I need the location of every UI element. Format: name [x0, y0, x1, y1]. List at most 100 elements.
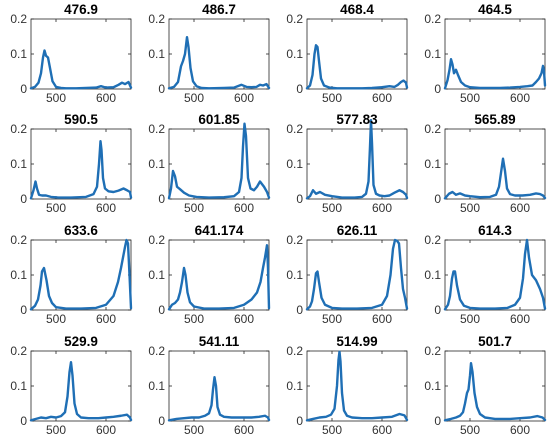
y-tick-label: 0.2: [10, 344, 27, 358]
subplot-8: 500 600 0 0.1 0.2 565.89: [424, 112, 547, 215]
x-tick-label: 600: [372, 201, 392, 215]
spectrum-line: [443, 58, 547, 90]
y-tick-label: 0.1: [424, 157, 441, 171]
x-tick-label: 500: [322, 91, 342, 105]
subplot-title: 577.83: [336, 112, 378, 127]
y-tick-label: 0.2: [148, 233, 165, 247]
y-tick-label: 0.1: [424, 379, 441, 393]
x-tick-label: 600: [372, 423, 392, 437]
x-tick-label: 600: [372, 91, 392, 105]
spectrum-line: [29, 361, 133, 422]
x-tick-label: 500: [322, 423, 342, 437]
y-tick-label: 0.2: [424, 233, 441, 247]
x-tick-label: 500: [46, 423, 66, 437]
subplot-16: 500 600 0 0.1 0.2 501.7: [424, 334, 547, 437]
subplot-title: 541.11: [199, 334, 240, 349]
y-tick-label: 0.1: [286, 157, 303, 171]
y-tick-label: 0.2: [10, 12, 27, 26]
x-tick-label: 500: [460, 312, 480, 326]
axes-frame: [30, 128, 132, 200]
subplot-title: 514.99: [336, 334, 377, 349]
y-tick-label: 0.1: [424, 268, 441, 282]
y-tick-label: 0.1: [10, 379, 27, 393]
spectrum-line: [443, 238, 547, 311]
axes-frame: [306, 128, 408, 200]
spectrum-line: [167, 36, 271, 90]
subplot-11: 500 600 0 0.1 0.2 626.11: [286, 223, 409, 326]
spectrum-line: [29, 49, 133, 90]
axes-frame: [444, 350, 546, 422]
spectrum-line: [29, 238, 133, 311]
x-tick-label: 600: [234, 312, 254, 326]
y-tick-label: 0: [296, 414, 303, 428]
x-tick-label: 600: [234, 201, 254, 215]
x-tick-label: 500: [322, 201, 342, 215]
spectrum-line: [167, 244, 271, 311]
subplot-title: 641.174: [195, 223, 244, 238]
subplot-5: 500 600 0 0.1 0.2 590.5: [10, 112, 133, 215]
y-tick-label: 0.1: [10, 47, 27, 61]
subplot-title: 614.3: [478, 223, 512, 238]
x-tick-label: 500: [46, 312, 66, 326]
x-tick-label: 600: [96, 312, 116, 326]
x-tick-label: 600: [372, 312, 392, 326]
y-tick-label: 0.2: [424, 122, 441, 136]
x-tick-label: 500: [184, 201, 204, 215]
y-tick-label: 0.1: [286, 268, 303, 282]
subplot-title: 501.7: [478, 334, 512, 349]
spectrum-line: [305, 119, 409, 200]
axes-frame: [30, 239, 132, 311]
axes-frame: [306, 18, 408, 90]
y-tick-label: 0: [158, 192, 165, 206]
y-tick-label: 0.2: [10, 233, 27, 247]
subplot-7: 500 600 0 0.1 0.2 577.83: [286, 112, 409, 215]
y-tick-label: 0: [434, 192, 441, 206]
subplot-title: 626.11: [337, 223, 378, 238]
x-tick-label: 600: [234, 423, 254, 437]
axes-frame: [306, 350, 408, 422]
y-tick-label: 0.2: [10, 122, 27, 136]
y-tick-label: 0: [20, 414, 27, 428]
y-tick-label: 0.1: [286, 379, 303, 393]
x-tick-label: 600: [510, 201, 530, 215]
y-tick-label: 0: [434, 414, 441, 428]
subplot-10: 500 600 0 0.1 0.2 641.174: [148, 223, 271, 326]
x-tick-label: 500: [460, 201, 480, 215]
x-tick-label: 500: [46, 201, 66, 215]
subplot-4: 500 600 0 0.1 0.2 464.5: [424, 2, 547, 105]
y-tick-label: 0.1: [424, 47, 441, 61]
y-tick-label: 0: [158, 414, 165, 428]
subplot-6: 500 600 0 0.1 0.2 601.85: [148, 112, 271, 215]
axes-frame: [30, 350, 132, 422]
y-tick-label: 0: [158, 82, 165, 96]
y-tick-label: 0.1: [286, 47, 303, 61]
y-tick-label: 0.1: [148, 157, 165, 171]
subplot-title: 476.9: [64, 2, 98, 17]
y-tick-label: 0: [434, 82, 441, 96]
axes-frame: [30, 18, 132, 90]
x-tick-label: 600: [510, 91, 530, 105]
subplot-title: 468.4: [340, 2, 374, 17]
x-tick-label: 600: [510, 312, 530, 326]
subplot-title: 529.9: [64, 334, 98, 349]
y-tick-label: 0.2: [148, 12, 165, 26]
subplot-title: 633.6: [64, 223, 98, 238]
y-tick-label: 0.2: [286, 122, 303, 136]
y-tick-label: 0.2: [286, 12, 303, 26]
spectrum-line: [29, 140, 133, 200]
x-tick-label: 500: [460, 91, 480, 105]
y-tick-label: 0.1: [10, 268, 27, 282]
spectrum-line: [305, 350, 409, 422]
x-tick-label: 600: [510, 423, 530, 437]
subplot-1: 500 600 0 0.1 0.2 476.9: [10, 2, 133, 105]
subplot-2: 500 600 0 0.1 0.2 486.7: [148, 2, 271, 105]
y-tick-label: 0: [20, 192, 27, 206]
spectrum-line: [167, 376, 271, 422]
x-tick-label: 500: [184, 423, 204, 437]
y-tick-label: 0.2: [286, 233, 303, 247]
spectrum-line: [443, 362, 547, 422]
spectrum-line: [443, 157, 547, 200]
y-tick-label: 0: [20, 82, 27, 96]
spectrum-line: [167, 122, 271, 200]
subplot-13: 500 600 0 0.1 0.2 529.9: [10, 334, 133, 437]
